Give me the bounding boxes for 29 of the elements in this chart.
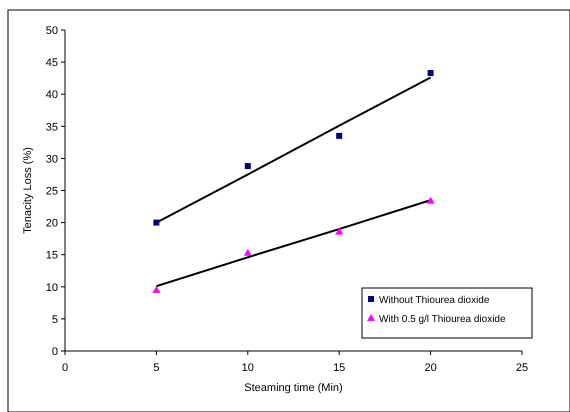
x-tick-label: 20: [424, 362, 437, 374]
legend-label: With 0.5 g/l Thiourea dioxide: [379, 314, 506, 325]
x-tick-label: 5: [153, 362, 160, 374]
y-tick-label: 10: [46, 282, 58, 294]
y-tick-label: 50: [46, 25, 58, 37]
point: [426, 196, 435, 204]
point: [152, 286, 160, 294]
y-tick-label: 25: [46, 186, 58, 198]
x-tick-label: 10: [242, 362, 254, 374]
x-tick-label: 25: [516, 362, 528, 374]
y-tick-label: 15: [46, 250, 58, 262]
y-tick-label: 45: [46, 57, 58, 70]
legend-label: Without Thiourea dioxide: [379, 295, 490, 306]
y-tick-label: 5: [52, 314, 58, 326]
point: [336, 132, 342, 139]
y-tick-label: 35: [46, 121, 58, 134]
y-axis-title: Tenacity Loss (%): [22, 147, 34, 234]
x-tick-label: 15: [333, 362, 346, 374]
point: [244, 163, 251, 170]
y-tick-label: 0: [52, 346, 58, 358]
point: [244, 248, 252, 256]
y-tick-label: 30: [46, 153, 58, 166]
y-tick-label: 40: [46, 89, 58, 102]
x-axis-title: Steaming time (Min): [244, 382, 343, 394]
y-tick-label: 20: [46, 218, 58, 230]
x-tick-label: 0: [62, 362, 68, 374]
point: [335, 228, 344, 235]
point: [153, 220, 160, 226]
point: [428, 70, 434, 76]
